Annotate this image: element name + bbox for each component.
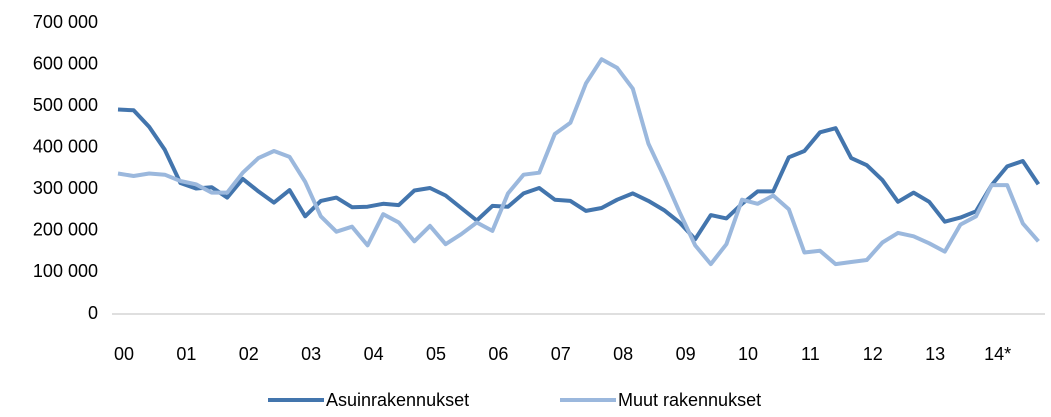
x-tick-label: 05 <box>426 344 446 364</box>
x-tick-label: 03 <box>301 344 321 364</box>
y-tick-label: 100 000 <box>33 261 98 281</box>
x-tick-label: 14* <box>984 344 1011 364</box>
x-tick-label: 06 <box>488 344 508 364</box>
y-tick-label: 300 000 <box>33 178 98 198</box>
y-tick-label: 400 000 <box>33 136 98 156</box>
x-tick-label: 04 <box>364 344 384 364</box>
x-tick-label: 11 <box>801 344 820 364</box>
legend-label: Asuinrakennukset <box>326 390 469 410</box>
x-tick-label: 13 <box>925 344 945 364</box>
x-tick-label: 08 <box>613 344 633 364</box>
y-tick-label: 600 000 <box>33 53 98 73</box>
x-tick-label: 09 <box>676 344 696 364</box>
y-tick-label: 200 000 <box>33 220 98 240</box>
x-tick-label: 07 <box>551 344 571 364</box>
x-tick-label: 02 <box>239 344 259 364</box>
y-tick-label: 500 000 <box>33 95 98 115</box>
series-line <box>117 57 1040 267</box>
x-tick-label: 01 <box>176 344 196 364</box>
x-tick-label: 10 <box>738 344 758 364</box>
y-tick-label: 700 000 <box>33 12 98 32</box>
series-line <box>117 107 1041 242</box>
x-tick-label: 00 <box>114 344 134 364</box>
x-tick-label: 12 <box>863 344 883 364</box>
y-tick-label: 0 <box>88 303 98 323</box>
legend-label: Muut rakennukset <box>618 390 761 410</box>
